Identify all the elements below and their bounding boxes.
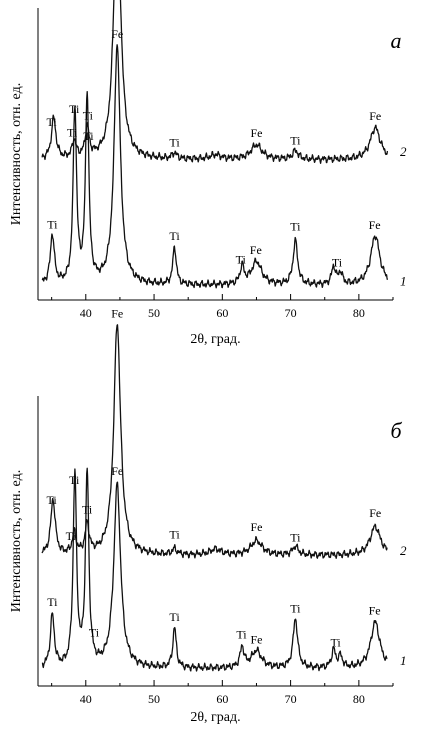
peak-label-fe: Fe xyxy=(369,109,381,123)
peak-label-ti: Ti xyxy=(236,253,247,267)
x-tick-label: 60 xyxy=(216,692,228,706)
panel-label: а xyxy=(391,28,402,53)
peak-label-ti: Ti xyxy=(47,115,58,129)
x-tick-label: 70 xyxy=(285,692,297,706)
peak-label-ti: Ti xyxy=(82,503,93,517)
peak-label-ti: Ti xyxy=(290,220,301,234)
peak-label-ti: Ti xyxy=(332,255,343,269)
peak-label-fe: Fe xyxy=(111,306,123,320)
x-tick-label: 70 xyxy=(285,306,297,320)
peak-label-ti: Ti xyxy=(169,610,180,624)
peak-label-ti: Ti xyxy=(69,473,80,487)
panel-label: б xyxy=(390,418,402,443)
series-2-line xyxy=(41,324,388,559)
panel-b: 40 50 60 70 80 2θ, град. Интенсивность, отн. е… xyxy=(9,306,407,725)
peak-label-ti: Ti xyxy=(83,108,94,122)
x-tick-label: 80 xyxy=(353,692,365,706)
x-tick-label: 80 xyxy=(353,306,365,320)
series-1-label: 1 xyxy=(400,653,407,668)
peak-label-fe: Fe xyxy=(369,218,381,232)
peak-label-ti: Ti xyxy=(169,527,180,541)
series-1-line xyxy=(41,44,389,289)
peak-label-ti: Ti xyxy=(290,134,301,148)
peak-label-ti: Ti xyxy=(47,595,58,609)
x-tick-label: 40 xyxy=(80,306,92,320)
peak-label-ti: Ti xyxy=(236,628,247,642)
series-2-label: 2 xyxy=(400,144,407,159)
y-axis-title: Интенсивность, отн. ед. xyxy=(9,83,24,225)
x-tick-label: 60 xyxy=(216,306,228,320)
peak-label-fe: Fe xyxy=(369,603,381,617)
peak-label-fe: Fe xyxy=(250,520,262,534)
peak-label-fe: Fe xyxy=(111,464,123,478)
x-tick-label: 50 xyxy=(148,306,160,320)
peak-label-fe: Fe xyxy=(250,243,262,257)
x-tick-label: 40 xyxy=(80,692,92,706)
y-axis-title: Интенсивность, отн. ед. xyxy=(9,470,24,612)
peak-label-ti: Ti xyxy=(67,125,78,139)
peak-label-fe: Fe xyxy=(250,633,262,647)
peak-label-ti: Ti xyxy=(290,601,301,615)
peak-label-ti: Ti xyxy=(290,531,301,545)
peak-label-ti: Ti xyxy=(331,636,342,650)
peak-label-ti: Ti xyxy=(66,529,77,543)
x-axis-title: 2θ, град. xyxy=(190,710,240,725)
peak-label-fe: Fe xyxy=(250,126,262,140)
peak-label-fe: Fe xyxy=(369,506,381,520)
series-1-line xyxy=(41,467,388,672)
peak-label-fe: Fe xyxy=(111,27,123,41)
x-tick-label: 50 xyxy=(148,692,160,706)
series-1-label: 1 xyxy=(400,274,407,289)
peak-label-ti: Ti xyxy=(47,493,58,507)
series-2-label: 2 xyxy=(400,543,407,558)
peak-label-ti: Ti xyxy=(89,626,100,640)
x-axis-title: 2θ, град. xyxy=(190,332,240,347)
peak-label-ti: Ti xyxy=(169,229,180,243)
series-2-line xyxy=(41,0,389,164)
peak-label-ti: Ti xyxy=(69,102,80,116)
peak-label-ti: Ti xyxy=(169,136,180,150)
panel-a: 40 50 60 70 80 2θ, град. Интенсивность, отн. е… xyxy=(9,0,407,347)
peak-label-ti: Ti xyxy=(47,217,58,231)
